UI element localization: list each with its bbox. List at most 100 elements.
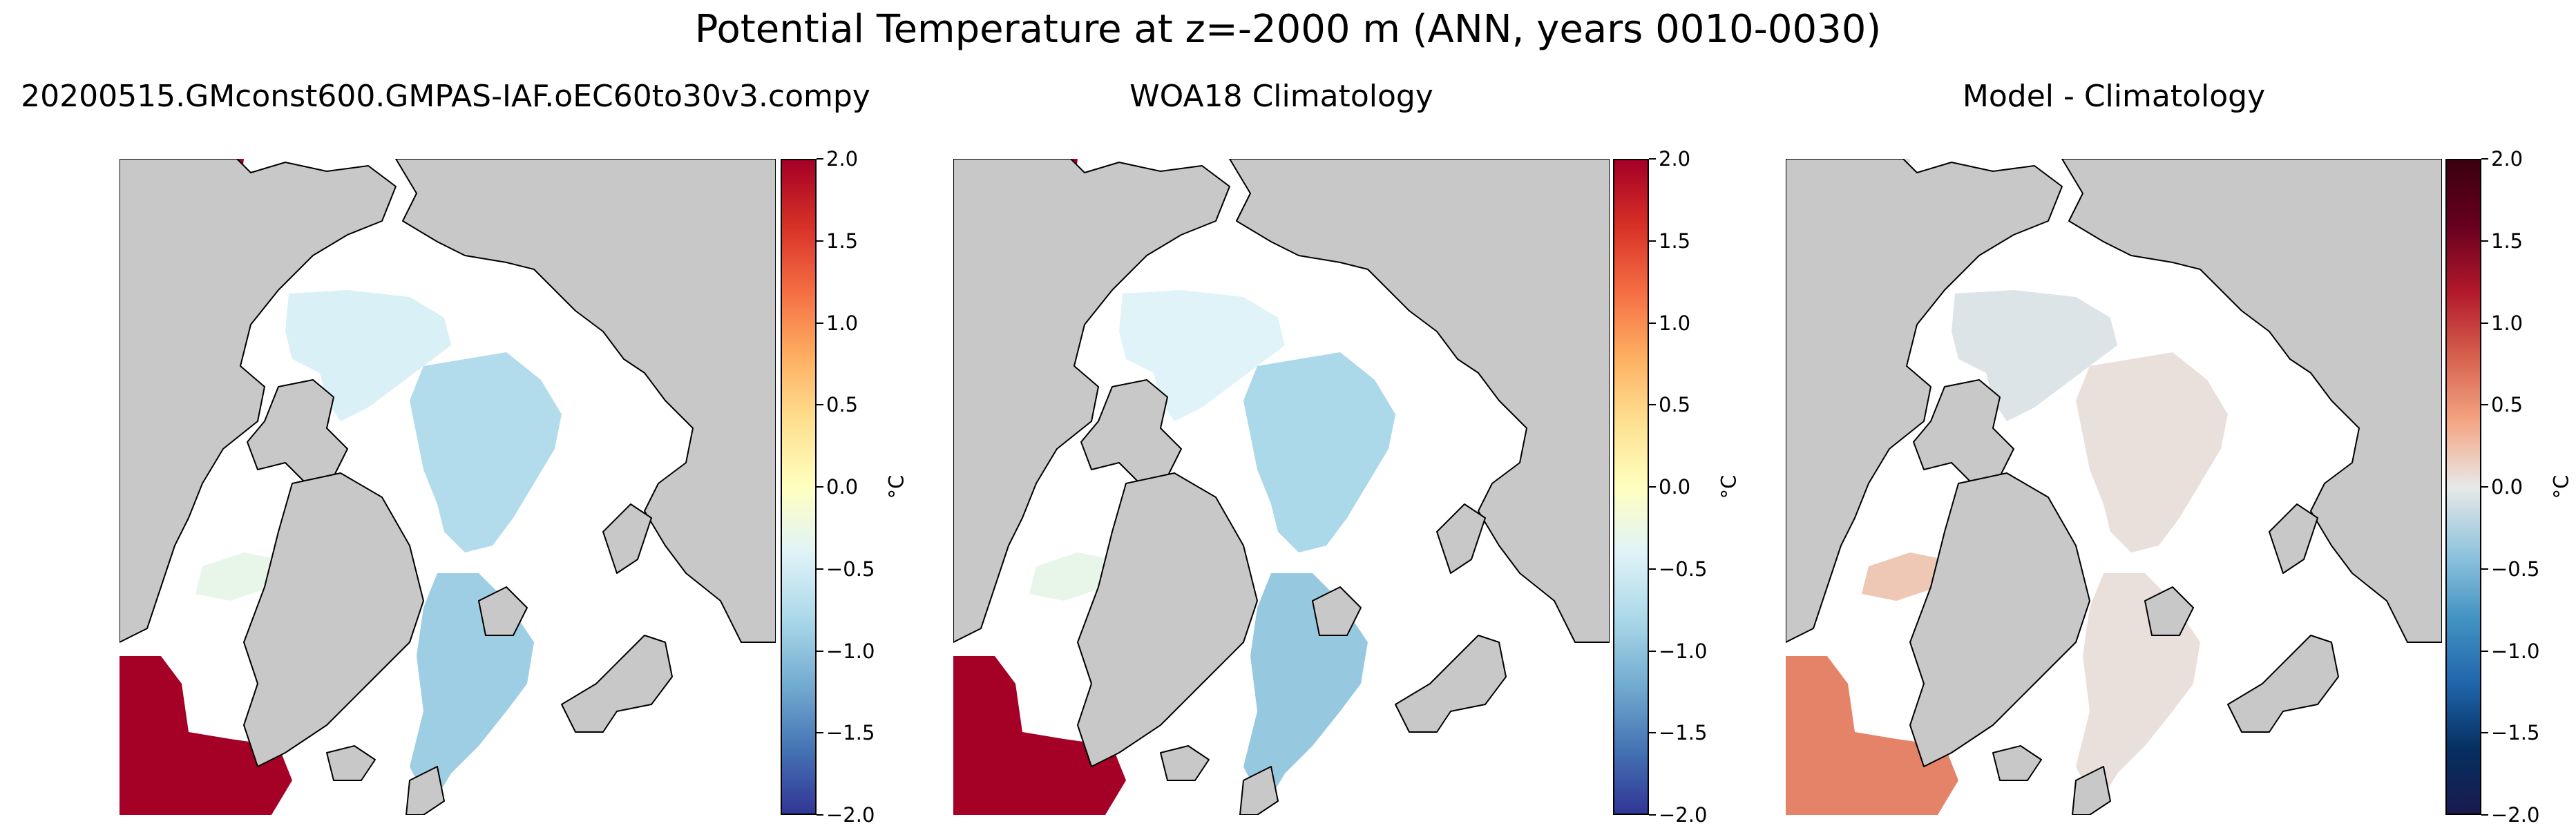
colorbar-unit-label: °C — [1717, 474, 1741, 499]
colorbar-tick-mark — [2481, 732, 2488, 734]
ocean-north-atlantic — [1786, 656, 1958, 815]
land-iceland — [1992, 745, 2042, 781]
land-north-america — [120, 159, 397, 643]
map-panel-model — [120, 159, 776, 815]
land-svalbard — [478, 586, 528, 636]
colorbar-tick-label: −2.0 — [826, 803, 875, 827]
figure-suptitle: Potential Temperature at z=-2000 m (ANN,… — [694, 7, 1882, 52]
colorbar-tick-label: −1.0 — [2491, 639, 2540, 663]
ocean-baffin-bay — [1862, 552, 1945, 601]
colorbar-tick-label: 2.0 — [2491, 147, 2523, 171]
colorbar-tick-label: 0.5 — [1659, 393, 1691, 417]
colorbar-tick-label: 0.0 — [2491, 475, 2523, 499]
colorbar-tick-mark — [2481, 240, 2488, 242]
colorbar-tick-label: −0.5 — [1659, 557, 1708, 581]
ocean-baffin-bay — [195, 552, 278, 601]
ocean-eurasian-basin — [410, 352, 562, 552]
land-iceland — [1160, 745, 1210, 781]
colorbar-tick-mark — [1649, 404, 1656, 406]
colorbar-tick-mark — [817, 732, 823, 734]
colorbar-tick-label: 0.5 — [826, 393, 859, 417]
map-panel-difference — [1786, 159, 2442, 815]
colorbar-tick-label: 1.0 — [2491, 311, 2523, 335]
colorbar-tick-label: −1.0 — [1659, 639, 1708, 663]
colorbar-tick-label: 0.0 — [1659, 475, 1691, 499]
colorbar-climatology — [1613, 159, 1649, 815]
colorbar-tick-label: 1.5 — [2491, 229, 2523, 253]
land-iceland — [326, 745, 376, 781]
ocean-eurasian-basin — [2076, 352, 2228, 552]
colorbar-tick-mark — [2481, 322, 2488, 324]
colorbar-tick-mark — [1649, 158, 1656, 160]
colorbar-tick-label: −1.5 — [826, 721, 875, 745]
colorbar-tick-mark — [2481, 404, 2488, 406]
colorbar-tick-mark — [817, 650, 823, 652]
land-novaya-zemlya — [2269, 503, 2318, 574]
panel-1-title: 20200515.GMconst600.GMPAS-IAF.oEC60to30v… — [21, 79, 870, 114]
colorbar-unit-label: °C — [2549, 474, 2573, 499]
colorbar-tick-label: −1.0 — [826, 639, 875, 663]
arctic-polar-map — [1786, 159, 2442, 815]
arctic-polar-map — [120, 159, 776, 815]
colorbar-tick-mark — [1649, 650, 1656, 652]
land-eurasia — [395, 159, 776, 643]
land-greenland — [1909, 472, 2090, 767]
land-north-america — [953, 159, 1230, 643]
colorbar-tick-mark — [817, 486, 823, 488]
ocean-canada-basin — [285, 290, 451, 421]
colorbar-tick-mark — [817, 814, 823, 816]
land-north-america — [1786, 159, 2063, 643]
colorbar-tick-mark — [817, 568, 823, 570]
colorbar-tick-mark — [1649, 486, 1656, 488]
land-uk — [1239, 766, 1279, 815]
land-svalbard — [1312, 586, 1362, 636]
land-novaya-zemlya — [1436, 503, 1486, 574]
land-scandinavia — [1395, 635, 1507, 733]
colorbar-tick-mark — [817, 158, 823, 160]
arctic-polar-map — [953, 159, 1610, 815]
colorbar-tick-mark — [1649, 568, 1656, 570]
colorbar-tick-label: −2.0 — [1659, 803, 1708, 827]
ocean-eurasian-basin — [1243, 352, 1395, 552]
colorbar-tick-label: 0.5 — [2491, 393, 2523, 417]
land-svalbard — [2144, 586, 2194, 636]
land-greenland — [243, 472, 424, 767]
colorbar-tick-label: 0.0 — [826, 475, 859, 499]
colorbar-tick-label: 1.0 — [826, 311, 859, 335]
colorbar-tick-mark — [2481, 158, 2488, 160]
ocean-canada-basin — [1952, 290, 2117, 421]
colorbar-tick-label: −0.5 — [2491, 557, 2540, 581]
panel-2-title: WOA18 Climatology — [1129, 79, 1433, 114]
colorbar-tick-label: 1.5 — [1659, 229, 1691, 253]
colorbar-tick-mark — [817, 240, 823, 242]
land-uk — [406, 766, 445, 815]
colorbar-unit-label: °C — [884, 474, 908, 499]
land-novaya-zemlya — [602, 503, 652, 574]
colorbar-tick-label: −1.5 — [2491, 721, 2540, 745]
ocean-baffin-bay — [1029, 552, 1112, 601]
colorbar-model — [781, 159, 817, 815]
colorbar-tick-label: −0.5 — [826, 557, 875, 581]
colorbar-tick-mark — [2481, 486, 2488, 488]
colorbar-tick-label: −1.5 — [1659, 721, 1708, 745]
colorbar-tick-mark — [817, 322, 823, 324]
colorbar-tick-mark — [2481, 568, 2488, 570]
ocean-north-atlantic — [120, 656, 292, 815]
land-uk — [2072, 766, 2111, 815]
colorbar-tick-label: 1.0 — [1659, 311, 1691, 335]
ocean-canada-basin — [1119, 290, 1285, 421]
colorbar-tick-mark — [1649, 322, 1656, 324]
colorbar-tick-label: 2.0 — [1659, 147, 1691, 171]
panel-3-title: Model - Climatology — [1962, 79, 2266, 114]
land-eurasia — [1229, 159, 1610, 643]
colorbar-tick-mark — [817, 404, 823, 406]
map-panel-climatology — [953, 159, 1610, 815]
ocean-north-atlantic — [953, 656, 1126, 815]
land-scandinavia — [561, 635, 673, 733]
land-eurasia — [2061, 159, 2442, 643]
colorbar-tick-label: −2.0 — [2491, 803, 2540, 827]
colorbar-tick-mark — [1649, 814, 1656, 816]
colorbar-tick-mark — [1649, 240, 1656, 242]
land-scandinavia — [2227, 635, 2339, 733]
colorbar-difference — [2445, 159, 2481, 815]
